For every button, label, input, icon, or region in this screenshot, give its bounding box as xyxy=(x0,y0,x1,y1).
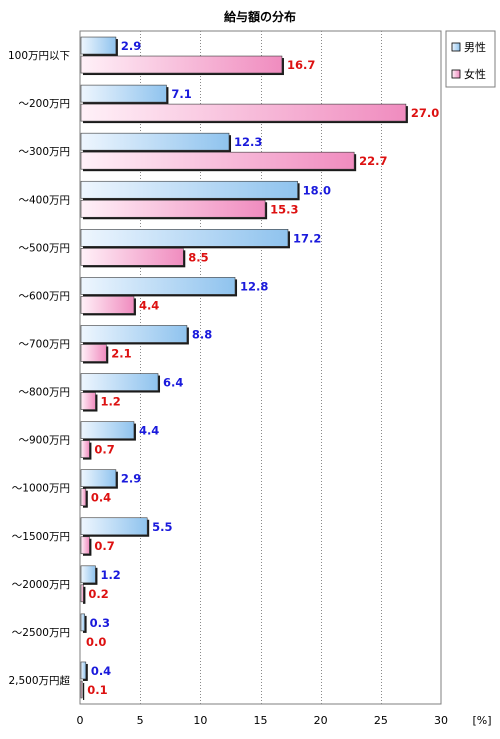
data-label-male: 17.2 xyxy=(293,231,321,245)
bar-female xyxy=(80,488,87,506)
data-label-male: 5.5 xyxy=(152,520,172,534)
data-label-female: 16.7 xyxy=(287,58,315,72)
data-label-female: 0.0 xyxy=(86,635,106,649)
data-label-female: 8.5 xyxy=(188,250,208,264)
x-tick-label-25: 25 xyxy=(374,714,388,727)
category-label: 2,500万円超 xyxy=(8,674,70,687)
bar-female xyxy=(80,344,107,362)
bar-male xyxy=(80,84,167,103)
bar-shadow-female xyxy=(83,682,85,700)
data-label-female: 15.3 xyxy=(270,202,298,216)
data-label-male: 2.9 xyxy=(121,472,141,486)
chart-title: 給与額の分布 xyxy=(224,9,296,24)
bar-female xyxy=(80,536,90,555)
x-tick-label-20: 20 xyxy=(314,714,328,727)
bar-female xyxy=(80,680,83,699)
data-label-male: 12.8 xyxy=(240,279,268,293)
bar-female xyxy=(80,296,135,314)
bar-male xyxy=(80,661,87,680)
category-label: 100万円以下 xyxy=(8,50,70,62)
data-label-male: 18.0 xyxy=(303,183,331,197)
data-labels: 2.9 16.7 7.1 27.0 12.3 22.7 18.0 15.3 17.2 8.5 12.… xyxy=(86,39,439,697)
bar-male xyxy=(80,613,85,632)
category-label: ～400万円 xyxy=(18,194,70,206)
data-label-female: 0.4 xyxy=(91,491,111,505)
category-label: ～1500万円 xyxy=(12,531,70,543)
bar-male xyxy=(80,36,117,55)
data-label-female: 27.0 xyxy=(411,106,439,120)
data-label-male: 0.3 xyxy=(90,616,110,630)
bar-female xyxy=(80,103,407,122)
data-label-male: 1.2 xyxy=(100,568,120,582)
bar-female xyxy=(80,440,90,458)
plot-area xyxy=(79,30,442,705)
bars xyxy=(80,36,408,700)
x-tick-label-15: 15 xyxy=(254,714,268,727)
grid-lines xyxy=(140,31,382,704)
category-label: ～500万円 xyxy=(18,242,70,254)
x-tick-label-10: 10 xyxy=(193,714,207,727)
bar-female xyxy=(80,392,96,410)
category-label: ～800万円 xyxy=(18,387,70,399)
x-tick-labels: 0 5 10 15 20 25 30 xyxy=(77,714,449,727)
category-label: ～700万円 xyxy=(18,338,70,350)
data-label-male: 8.8 xyxy=(192,327,212,341)
data-label-male: 2.9 xyxy=(121,39,141,53)
bar-female xyxy=(80,199,266,218)
bar-male xyxy=(80,229,289,247)
bar-male xyxy=(80,469,117,487)
bar-male xyxy=(80,277,236,295)
category-labels: 100万円以下 ～200万円 ～300万円 ～400万円 ～500万円 ～600万円 ～70… xyxy=(8,50,71,687)
category-label: ～1000万円 xyxy=(12,483,70,495)
data-label-male: 12.3 xyxy=(234,135,262,149)
bar-female xyxy=(80,584,84,603)
data-label-female: 0.2 xyxy=(88,587,108,601)
data-label-female: 0.7 xyxy=(94,443,114,457)
bar-male xyxy=(80,132,230,151)
legend: 男性 女性 xyxy=(445,30,496,88)
legend-label-male: 男性 xyxy=(464,40,486,54)
data-label-female: 0.7 xyxy=(94,539,114,553)
category-label: ～200万円 xyxy=(18,98,70,110)
bar-male xyxy=(80,565,96,584)
data-label-male: 4.4 xyxy=(139,424,159,438)
x-unit-label: [%] xyxy=(472,714,491,727)
bar-male xyxy=(80,373,159,391)
category-label: ～2500万円 xyxy=(12,627,70,639)
bar-female xyxy=(80,248,184,266)
data-label-female: 0.1 xyxy=(87,683,107,697)
x-tick-label-0: 0 xyxy=(77,714,84,727)
category-label: ～2000万円 xyxy=(12,579,70,591)
data-label-female: 1.2 xyxy=(100,395,120,409)
data-label-male: 0.4 xyxy=(91,664,111,678)
category-label: ～600万円 xyxy=(18,290,70,302)
data-label-male: 7.1 xyxy=(171,87,191,101)
data-label-male: 6.4 xyxy=(163,376,183,390)
bar-male xyxy=(80,421,135,439)
category-label: ～900万円 xyxy=(18,435,70,447)
data-label-female: 4.4 xyxy=(139,298,159,312)
legend-label-female: 女性 xyxy=(464,67,486,81)
legend-swatch-male xyxy=(451,42,461,52)
bar-female xyxy=(80,151,355,170)
data-label-female: 2.1 xyxy=(111,346,131,360)
bar-male xyxy=(80,325,188,343)
bar-male xyxy=(80,517,148,536)
bar-female xyxy=(80,55,283,74)
category-label: ～300万円 xyxy=(18,146,70,158)
legend-swatch-female xyxy=(451,69,461,79)
bar-male xyxy=(80,180,298,199)
data-label-female: 22.7 xyxy=(359,154,387,168)
bar-shadow-female xyxy=(83,586,86,604)
x-tick-label-30: 30 xyxy=(434,714,448,727)
x-tick-label-5: 5 xyxy=(137,714,144,727)
